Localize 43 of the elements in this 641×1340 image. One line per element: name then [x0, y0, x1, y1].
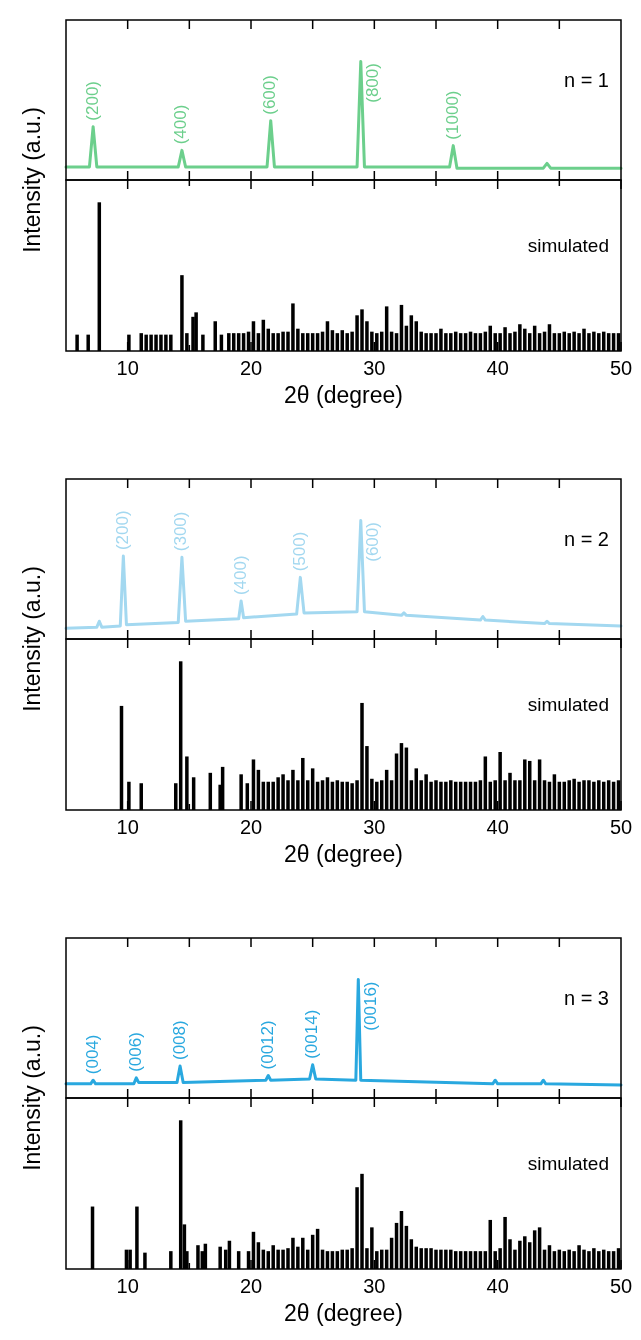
x-tick-label: 30 [363, 357, 386, 379]
annotation: simulated [527, 234, 609, 256]
annotation: (200) [112, 510, 132, 551]
annotation: (004) [82, 1034, 102, 1075]
x-tick-label: 40 [486, 1275, 509, 1297]
annotation: n = 3 [563, 987, 609, 1010]
annotation: (006) [125, 1032, 145, 1072]
annotation: (400) [171, 104, 191, 145]
x-tick-label: 50 [609, 1275, 633, 1297]
annotation: simulated [527, 693, 609, 715]
x-axis-title: 2θ (degree) [284, 841, 403, 867]
x-tick-label: 10 [116, 1275, 139, 1297]
annotation: simulated [527, 1152, 609, 1174]
x-tick-label: 50 [609, 816, 633, 838]
x-tick-label: 30 [363, 816, 386, 838]
x-tick-label: 40 [486, 816, 509, 838]
annotation: (400) [230, 555, 250, 596]
x-tick-label: 10 [116, 357, 139, 379]
y-axis-title: Intensity (a.u.) [19, 1025, 45, 1171]
x-tick-label: 50 [609, 357, 633, 379]
annotation: (1000) [442, 90, 462, 140]
x-axis-title: 2θ (degree) [284, 1300, 403, 1326]
annotation: (0012) [257, 1020, 277, 1070]
x-tick-label: 20 [239, 1275, 263, 1297]
annotation: n = 1 [563, 69, 609, 92]
annotation: (600) [363, 522, 383, 562]
x-tick-label: 40 [486, 357, 509, 379]
annotation: (300) [171, 511, 191, 552]
annotation: n = 2 [563, 528, 609, 551]
annotation: (200) [82, 80, 102, 121]
x-tick-label: 10 [116, 816, 139, 838]
y-axis-title: Intensity (a.u.) [19, 107, 45, 253]
annotation: (0016) [360, 981, 380, 1031]
x-axis-title: 2θ (degree) [284, 382, 403, 408]
annotation: (600) [260, 75, 280, 115]
x-tick-label: 30 [363, 1275, 386, 1297]
annotation: (008) [169, 1020, 189, 1060]
y-axis-title: Intensity (a.u.) [19, 566, 45, 712]
annotation: (800) [363, 63, 383, 103]
x-tick-label: 20 [239, 816, 263, 838]
annotation: (0014) [302, 1009, 322, 1059]
x-tick-label: 20 [239, 357, 263, 379]
annotation: (500) [289, 531, 309, 572]
